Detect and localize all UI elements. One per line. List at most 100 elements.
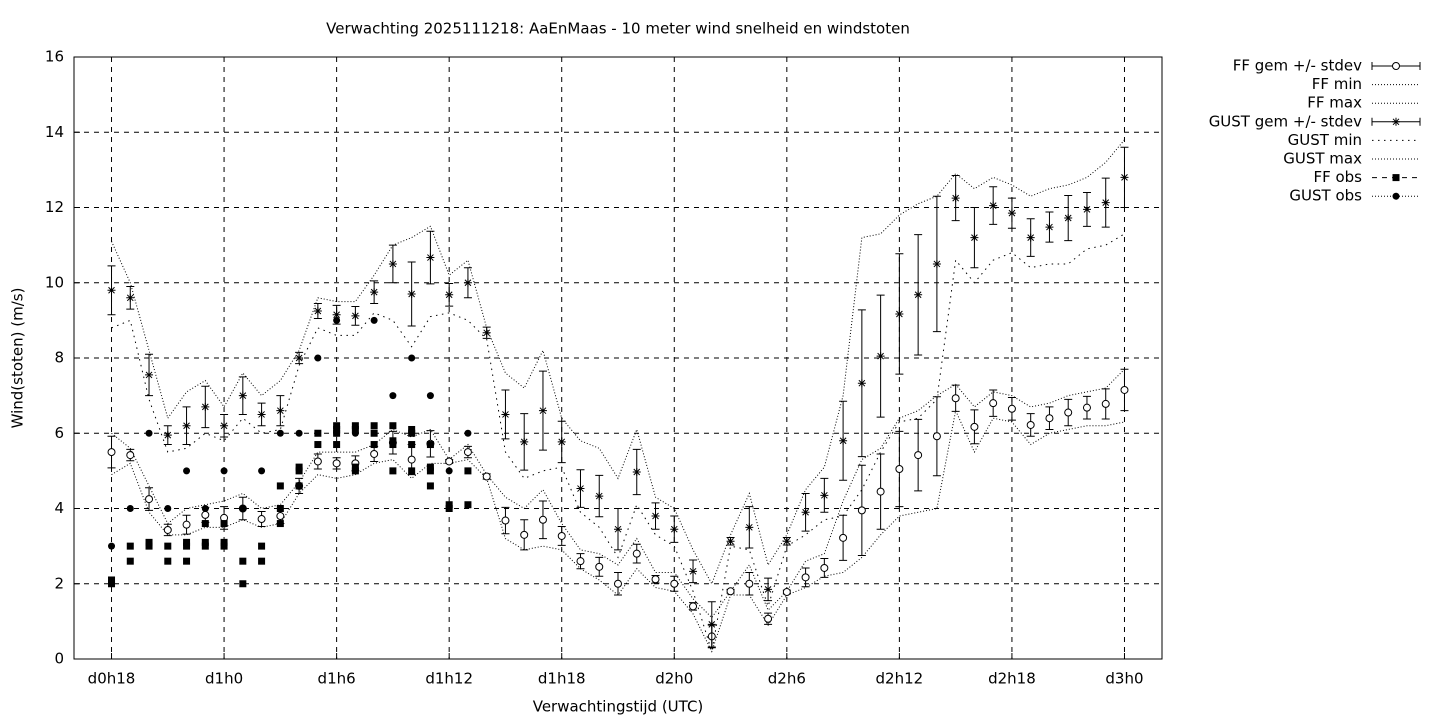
point <box>1064 408 1073 417</box>
point <box>276 429 284 437</box>
point <box>126 542 134 550</box>
point <box>313 306 322 315</box>
point <box>370 288 379 297</box>
x-tick-label: d2h0 <box>655 670 693 688</box>
point <box>276 505 284 512</box>
point <box>426 482 434 490</box>
point <box>182 520 191 529</box>
point <box>914 451 923 460</box>
point <box>295 467 303 475</box>
point <box>220 520 228 528</box>
point <box>463 448 472 457</box>
point <box>651 575 660 584</box>
point <box>463 278 472 287</box>
legend-label: FF max <box>1307 94 1362 112</box>
point <box>313 457 322 466</box>
point <box>126 557 134 565</box>
point <box>220 467 228 475</box>
point <box>651 512 660 521</box>
y-tick-label: 0 <box>54 650 64 668</box>
point <box>726 587 735 596</box>
point <box>595 562 604 571</box>
point <box>314 354 322 362</box>
point <box>951 394 960 403</box>
point <box>239 557 247 565</box>
legend-marker <box>1392 192 1400 200</box>
point <box>370 316 378 324</box>
point <box>351 463 359 471</box>
x-tick-label: d1h12 <box>425 670 473 688</box>
point <box>464 429 472 437</box>
point <box>538 406 547 415</box>
point <box>370 441 378 449</box>
point <box>389 422 397 430</box>
point <box>1045 414 1054 423</box>
point <box>145 538 153 546</box>
point <box>689 567 698 576</box>
point <box>126 293 135 302</box>
point <box>1082 403 1091 412</box>
point <box>295 429 303 437</box>
y-tick-label: 2 <box>54 574 64 592</box>
point <box>220 538 228 546</box>
point <box>876 487 885 496</box>
point <box>1101 198 1110 207</box>
y-tick-label: 4 <box>54 499 64 517</box>
point <box>632 468 641 477</box>
legend-marker <box>1392 174 1400 182</box>
point <box>839 436 848 445</box>
point <box>351 429 359 437</box>
point <box>895 309 904 318</box>
point <box>576 484 585 493</box>
point <box>989 201 998 210</box>
point <box>201 538 209 546</box>
point <box>276 406 285 415</box>
point <box>295 482 303 490</box>
point <box>1007 404 1016 413</box>
point <box>201 520 209 528</box>
point <box>388 259 397 268</box>
point <box>782 588 791 597</box>
point <box>576 557 585 566</box>
x-tick-label: d1h18 <box>538 670 586 688</box>
legend-label: FF obs <box>1313 168 1362 186</box>
y-tick-label: 14 <box>45 123 64 141</box>
point <box>764 585 773 594</box>
y-tick-label: 10 <box>45 273 64 291</box>
point <box>201 510 210 519</box>
point <box>164 557 172 565</box>
point <box>164 505 172 512</box>
point <box>801 573 810 582</box>
point <box>163 431 172 440</box>
point <box>126 505 134 512</box>
point <box>445 501 453 509</box>
point <box>932 432 941 441</box>
point <box>407 455 416 464</box>
point <box>408 441 416 449</box>
point <box>314 441 322 449</box>
point <box>1026 233 1035 242</box>
point <box>201 402 210 411</box>
point <box>351 425 359 433</box>
point <box>614 525 622 534</box>
point <box>333 429 341 437</box>
legend-label: FF min <box>1312 75 1362 93</box>
point <box>426 441 434 449</box>
point <box>332 310 341 319</box>
point <box>258 467 266 475</box>
point <box>351 467 359 475</box>
point <box>295 354 304 362</box>
point <box>163 525 172 534</box>
point <box>689 602 698 611</box>
point <box>970 422 979 431</box>
point <box>108 580 116 588</box>
point <box>389 392 397 400</box>
series-line <box>111 368 1125 619</box>
point <box>238 391 247 400</box>
point <box>839 533 848 542</box>
y-tick-label: 16 <box>45 48 64 66</box>
point <box>707 620 716 629</box>
point <box>857 506 866 515</box>
point <box>1045 223 1054 232</box>
point <box>182 421 191 430</box>
